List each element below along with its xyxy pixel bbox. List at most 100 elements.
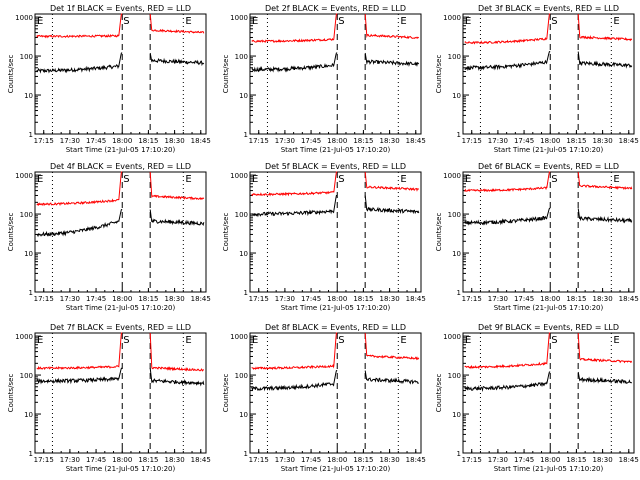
x-tick-label: 17:45 <box>301 295 321 303</box>
detector-panel-6f: Det 6f BLACK = Events, RED = LLD 1 10 100 10… <box>435 162 639 312</box>
y-tick-label: 100 <box>448 211 461 219</box>
saa-marker: S <box>338 174 344 185</box>
x-tick-label: 18:45 <box>619 295 639 303</box>
x-tick-label: 17:45 <box>301 456 321 464</box>
plot-frame <box>249 332 422 454</box>
x-tick-label: 18:45 <box>619 456 639 464</box>
plot-frame <box>462 171 635 293</box>
y-tick-label: 1 <box>29 131 33 139</box>
eclipse-end-marker: E <box>400 174 406 185</box>
events-series-line <box>36 209 205 238</box>
y-tick-label: 100 <box>235 53 248 61</box>
x-tick-label: 18:00 <box>540 295 560 303</box>
x-tick-label: 18:30 <box>592 295 612 303</box>
x-tick-label: 18:15 <box>566 295 586 303</box>
y-tick-label: 100 <box>20 53 33 61</box>
x-tick-label: 17:15 <box>249 295 269 303</box>
y-tick-label: 1000 <box>15 333 33 341</box>
chart-title: Det 2f BLACK = Events, RED = LLD <box>265 4 406 13</box>
y-axis-label: Counts/sec <box>7 213 15 252</box>
y-tick-label: 10 <box>239 92 248 100</box>
saa-marker: S <box>123 335 129 346</box>
x-tick-label: 18:00 <box>112 295 132 303</box>
x-tick-label: 18:45 <box>406 456 426 464</box>
x-tick-label: 17:30 <box>488 295 508 303</box>
x-tick-label: 18:15 <box>566 456 586 464</box>
x-tick-label: 18:00 <box>112 137 132 145</box>
y-tick-label: 1000 <box>230 14 248 22</box>
plot-frame <box>34 13 207 135</box>
y-tick-label: 1 <box>244 131 248 139</box>
x-axis-label: Start Time (21-Jul-05 17:10:20) <box>66 146 176 154</box>
x-tick-label: 17:15 <box>462 456 482 464</box>
y-tick-label: 10 <box>239 250 248 258</box>
chart-title: Det 4f BLACK = Events, RED = LLD <box>50 162 191 171</box>
detector-panel-4f: Det 4f BLACK = Events, RED = LLD 1 10 100 10… <box>7 162 211 312</box>
x-tick-label: 18:30 <box>592 137 612 145</box>
eclipse-end-marker: E <box>613 174 619 185</box>
x-tick-label: 17:30 <box>60 295 80 303</box>
eclipse-start-marker: E <box>37 174 43 185</box>
x-tick-label: 17:45 <box>86 295 106 303</box>
x-tick-label: 18:45 <box>406 295 426 303</box>
saa-marker: S <box>551 16 557 27</box>
events-series-line <box>36 52 205 74</box>
x-tick-label: 17:45 <box>514 137 534 145</box>
x-tick-label: 18:45 <box>406 137 426 145</box>
detector-panel-7f: Det 7f BLACK = Events, RED = LLD 1 10 100 10… <box>7 323 211 473</box>
x-tick-label: 17:15 <box>249 137 269 145</box>
x-axis-label: Start Time (21-Jul-05 17:10:20) <box>66 465 176 473</box>
x-tick-label: 17:15 <box>34 456 54 464</box>
x-tick-label: 18:15 <box>353 295 373 303</box>
y-tick-label: 1 <box>457 289 461 297</box>
y-tick-label: 1 <box>244 450 248 458</box>
saa-marker: S <box>338 16 344 27</box>
x-axis-label: Start Time (21-Jul-05 17:10:20) <box>281 146 391 154</box>
lld-series-line <box>464 332 633 370</box>
y-tick-label: 1 <box>244 289 248 297</box>
eclipse-start-marker: E <box>252 335 258 346</box>
y-axis-label: Counts/sec <box>222 55 230 94</box>
plot-frame <box>34 171 207 293</box>
y-tick-label: 100 <box>20 211 33 219</box>
y-axis-label: Counts/sec <box>7 374 15 413</box>
y-tick-label: 10 <box>24 92 33 100</box>
y-axis-label: Counts/sec <box>222 213 230 252</box>
eclipse-end-marker: E <box>613 16 619 27</box>
y-tick-label: 10 <box>452 250 461 258</box>
plot-frame <box>462 332 635 454</box>
x-tick-label: 18:45 <box>619 137 639 145</box>
y-tick-label: 1000 <box>443 172 461 180</box>
detector-panel-3f: Det 3f BLACK = Events, RED = LLD 1 10 100 10… <box>435 4 639 154</box>
y-tick-label: 10 <box>24 411 33 419</box>
y-tick-label: 1 <box>29 450 33 458</box>
x-tick-label: 17:45 <box>301 137 321 145</box>
x-tick-label: 17:45 <box>86 137 106 145</box>
x-tick-label: 18:15 <box>138 295 158 303</box>
x-tick-label: 18:00 <box>540 456 560 464</box>
events-series-line <box>464 51 633 72</box>
x-tick-label: 18:30 <box>164 295 184 303</box>
chart-title: Det 8f BLACK = Events, RED = LLD <box>265 323 406 332</box>
x-tick-label: 17:30 <box>488 456 508 464</box>
y-tick-label: 1000 <box>15 172 33 180</box>
x-tick-label: 18:45 <box>191 456 211 464</box>
plot-frame <box>34 332 207 454</box>
eclipse-end-marker: E <box>400 335 406 346</box>
y-axis-label: Counts/sec <box>222 374 230 413</box>
x-tick-label: 18:15 <box>566 137 586 145</box>
eclipse-end-marker: E <box>185 335 191 346</box>
y-tick-label: 100 <box>235 372 248 380</box>
x-tick-label: 18:00 <box>327 295 347 303</box>
y-tick-label: 10 <box>452 92 461 100</box>
x-tick-label: 17:45 <box>86 456 106 464</box>
detector-panel-2f: Det 2f BLACK = Events, RED = LLD 1 10 100 10… <box>222 4 426 154</box>
x-axis-label: Start Time (21-Jul-05 17:10:20) <box>281 465 391 473</box>
y-tick-label: 1 <box>457 450 461 458</box>
plot-frame <box>249 171 422 293</box>
x-tick-label: 18:30 <box>164 137 184 145</box>
events-series-line <box>464 207 633 226</box>
x-tick-label: 17:30 <box>60 137 80 145</box>
x-tick-label: 18:00 <box>327 137 347 145</box>
x-axis-label: Start Time (21-Jul-05 17:10:20) <box>494 304 604 312</box>
